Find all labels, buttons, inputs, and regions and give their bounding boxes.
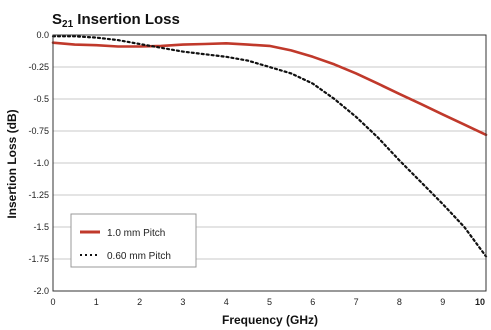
y-tick-label: -0.75 — [28, 126, 49, 136]
x-axis-label: Frequency (GHz) — [222, 313, 318, 327]
legend: 1.0 mm Pitch 0.60 mm Pitch — [70, 213, 197, 268]
x-tick-label: 7 — [354, 297, 359, 307]
y-tick-label: -1.25 — [28, 190, 49, 200]
x-tick-label: 10 — [475, 297, 485, 307]
y-tick-label: -2.0 — [33, 286, 49, 296]
x-tick-label: 9 — [440, 297, 445, 307]
y-tick-label: -0.5 — [33, 94, 49, 104]
x-tick-label: 6 — [310, 297, 315, 307]
x-tick-label: 0 — [50, 297, 55, 307]
y-tick-labels: 0.0 -0.25 -0.5 -0.75 -1.0 -1.25 -1.5 -1.75 -2.0 — [28, 30, 49, 296]
legend-label-060mm-pitch: 0.60 mm Pitch — [107, 251, 171, 262]
chart-title-rest: Insertion Loss — [73, 11, 180, 28]
chart-title-subscript: 21 — [62, 19, 74, 30]
x-tick-label: 8 — [397, 297, 402, 307]
y-tick-label: -1.5 — [33, 222, 49, 232]
legend-box — [70, 213, 197, 268]
chart-title: S21 Insertion Loss — [52, 11, 180, 30]
x-tick-labels: 0 1 2 3 4 5 6 7 8 9 10 — [50, 297, 485, 307]
y-tick-label: -1.0 — [33, 158, 49, 168]
series-lines — [51, 35, 488, 258]
y-tick-label: 0.0 — [36, 30, 49, 40]
y-tick-label: -1.75 — [28, 254, 49, 264]
y-axis-label: Insertion Loss (dB) — [5, 109, 19, 218]
series-line-060mm-pitch — [51, 35, 488, 258]
legend-label-1mm-pitch: 1.0 mm Pitch — [107, 228, 165, 239]
chart-title-main: S — [52, 11, 62, 28]
series-line-1mm-pitch — [51, 41, 488, 137]
x-tick-label: 5 — [267, 297, 272, 307]
plot-frame — [52, 34, 487, 292]
x-tick-label: 2 — [137, 297, 142, 307]
x-tick-label: 4 — [224, 297, 229, 307]
y-tick-label: -0.25 — [28, 62, 49, 72]
x-tick-label: 3 — [180, 297, 185, 307]
x-tick-label: 1 — [94, 297, 99, 307]
